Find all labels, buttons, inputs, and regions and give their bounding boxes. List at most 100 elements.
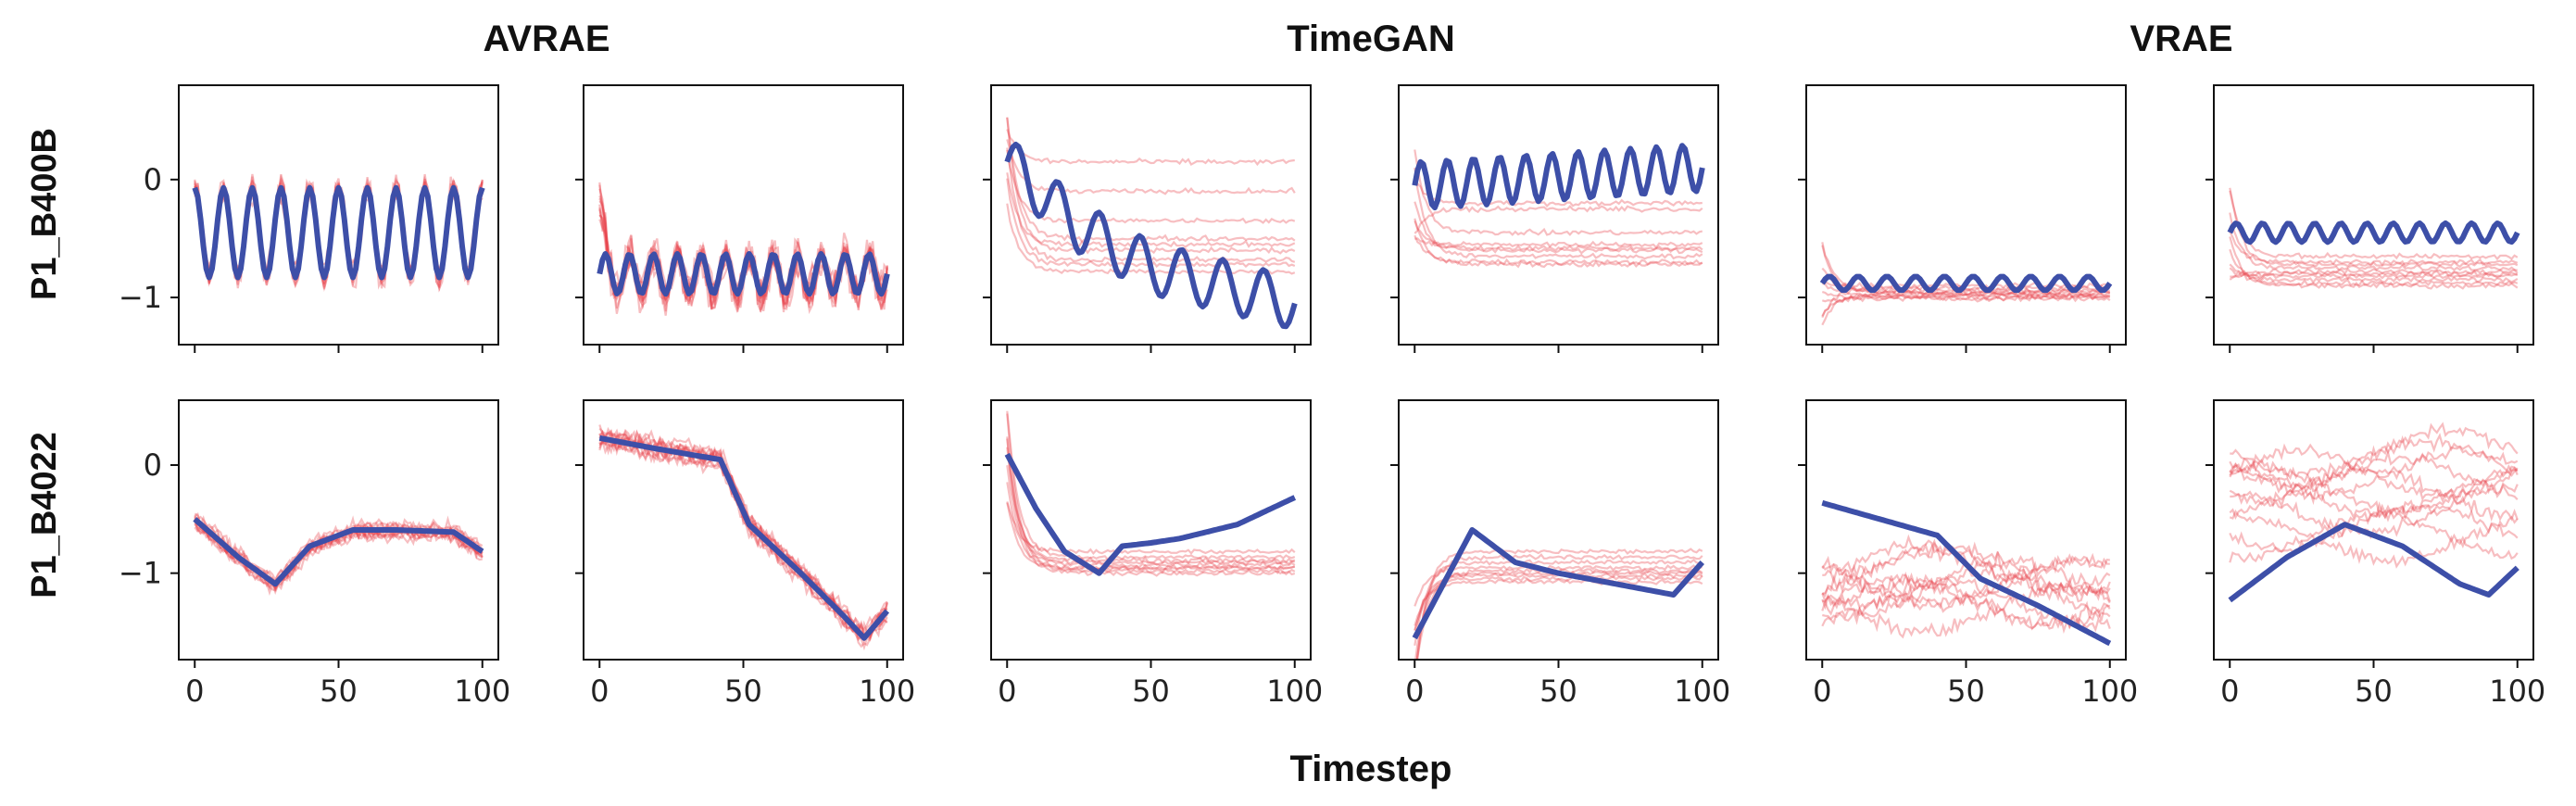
generated-line xyxy=(2229,509,2519,569)
generated-line xyxy=(1006,501,1296,556)
generated-line xyxy=(1414,558,1703,646)
generated-line xyxy=(1006,447,1296,564)
x-tick-label: 0 xyxy=(1405,674,1424,709)
real-line xyxy=(2228,522,2519,603)
generated-line xyxy=(2230,267,2519,278)
generated-line xyxy=(2229,236,2519,290)
subplot-avrae-p1-b4022-2: 0 50 100 xyxy=(575,399,915,709)
generated-line xyxy=(1415,553,1703,660)
generated-line xyxy=(1414,577,1703,626)
generated-line xyxy=(2229,433,2519,491)
real-line xyxy=(192,184,485,281)
x-tick-label: 50 xyxy=(1132,674,1170,709)
subplot-timegan-p1-b4022-1: 0 50 100 xyxy=(983,399,1323,709)
generated-line xyxy=(598,430,888,642)
generated-line xyxy=(1006,117,1296,255)
x-tick-label: 100 xyxy=(2489,674,2545,709)
y-tick-label: −1 xyxy=(119,556,162,591)
generated-line xyxy=(598,426,888,631)
generated-line xyxy=(598,427,888,636)
generated-line xyxy=(1821,581,2111,639)
generated-line xyxy=(1821,552,2110,611)
generated-line xyxy=(2229,263,2518,280)
generated-line xyxy=(2229,463,2519,523)
x-tick-label: 100 xyxy=(454,674,510,709)
subplot-timegan-p1-b400b-2 xyxy=(1390,84,1719,353)
generated-line xyxy=(1821,574,2111,633)
column-title-vrae: VRAE xyxy=(2130,19,2232,59)
subplot-avrae-p1-b4022-1: 0 −1 0 50 100 xyxy=(119,399,510,709)
column-title-avrae: AVRAE xyxy=(483,19,609,59)
generated-line xyxy=(1006,410,1296,561)
real-line xyxy=(1821,499,2112,647)
generated-line xyxy=(1414,220,1703,252)
generated-line xyxy=(2229,231,2519,267)
generated-line xyxy=(1821,290,2110,326)
generated-line xyxy=(2229,446,2519,506)
subplot-vrae-p1-b400b-2 xyxy=(2205,84,2534,353)
x-tick-label: 50 xyxy=(1539,674,1577,709)
generated-line xyxy=(1006,172,1296,248)
generated-line xyxy=(1822,564,2111,625)
subplot-grid: 0 −1 0 −1 0 50 100 0 50 100 0 50 100 0 50 100 0 50 100 0 50 1… xyxy=(119,84,2545,709)
generated-line xyxy=(1821,292,2111,317)
generated-line xyxy=(598,433,888,641)
real-line xyxy=(1412,527,1705,640)
generated-line xyxy=(1414,205,1703,234)
generated-line xyxy=(1006,438,1296,569)
generated-line xyxy=(1414,218,1703,269)
generated-line xyxy=(2229,509,2519,563)
generated-line xyxy=(1006,149,1296,224)
x-tick-label: 0 xyxy=(185,674,204,709)
subplot-vrae-p1-b4022-1: 0 50 100 xyxy=(1798,399,2138,709)
generated-line xyxy=(1821,291,2110,302)
generated-line xyxy=(1821,538,2111,598)
x-axis-label: Timestep xyxy=(1290,749,1452,789)
generated-line xyxy=(1006,482,1296,572)
x-tick-label: 100 xyxy=(1674,674,1730,709)
generated-line xyxy=(1006,502,1296,572)
generated-line xyxy=(1006,139,1296,195)
real-line xyxy=(193,517,484,587)
generated-line xyxy=(1006,436,1296,577)
x-tick-label: 50 xyxy=(724,674,762,709)
generated-line xyxy=(194,515,484,583)
subplot-avrae-p1-b400b-2 xyxy=(575,84,904,353)
axes-frame xyxy=(990,399,1312,661)
generated-line xyxy=(1006,465,1296,567)
generated-line xyxy=(1822,534,2111,597)
generated-line xyxy=(2229,248,2519,287)
x-tick-label: 100 xyxy=(1266,674,1323,709)
generated-line xyxy=(1414,201,1703,255)
subplot-timegan-p1-b400b-1 xyxy=(983,84,1312,353)
generated-line xyxy=(2229,499,2519,554)
real-line xyxy=(1819,273,2113,294)
generated-line xyxy=(194,512,484,582)
generated-line xyxy=(2229,482,2519,540)
real-line xyxy=(2227,220,2520,246)
generated-line xyxy=(1414,564,1703,607)
generated-line xyxy=(1821,553,2110,613)
generated-line xyxy=(1006,129,1295,167)
axes-frame xyxy=(583,84,904,346)
generated-line xyxy=(598,435,888,639)
generated-line xyxy=(1821,571,2110,635)
generated-line xyxy=(1414,149,1703,236)
generated-line xyxy=(1822,283,2111,299)
generated-line xyxy=(1414,574,1703,631)
generated-line xyxy=(2229,187,2519,269)
x-tick-label: 50 xyxy=(320,674,358,709)
y-tick-label: 0 xyxy=(144,162,162,197)
axes-frame xyxy=(2213,84,2534,346)
axes-frame xyxy=(1805,84,2127,346)
real-line xyxy=(1412,143,1705,211)
y-tick-label: −1 xyxy=(119,280,162,315)
generated-line xyxy=(1006,117,1296,244)
x-tick-label: 100 xyxy=(2081,674,2138,709)
generated-line xyxy=(1006,413,1296,575)
generated-line xyxy=(2229,267,2519,284)
generated-line xyxy=(598,428,888,644)
x-tick-label: 0 xyxy=(998,674,1016,709)
generated-line xyxy=(2229,462,2519,520)
